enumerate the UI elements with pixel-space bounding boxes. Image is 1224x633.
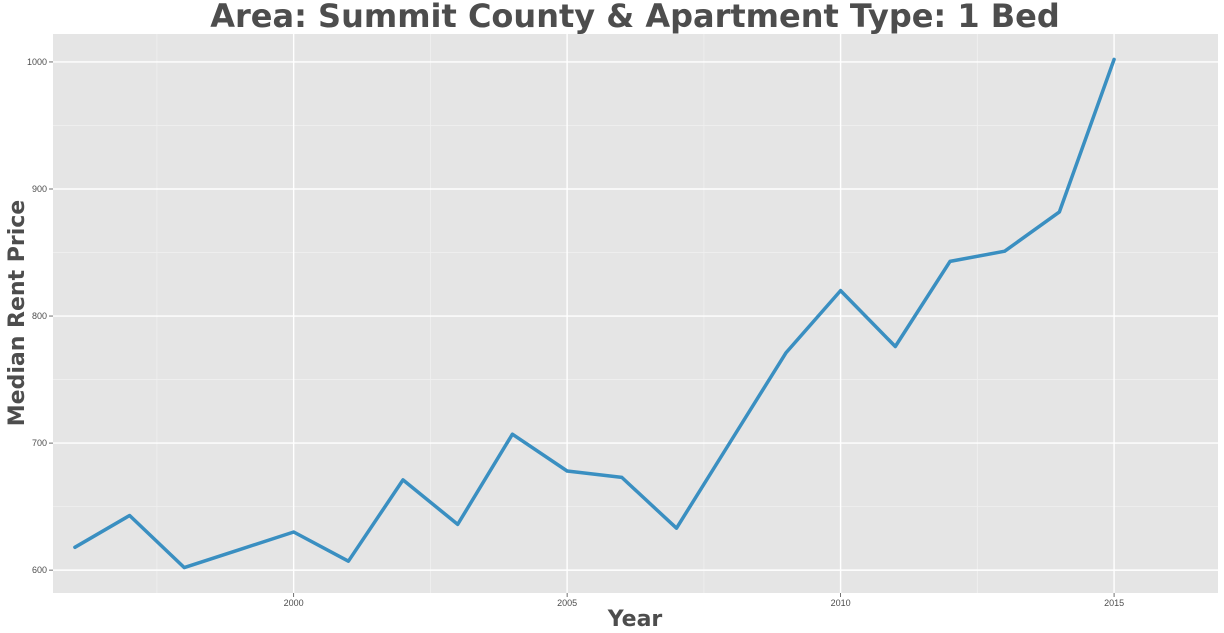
series-layer — [73, 57, 1116, 570]
y-tick-label: 800 — [32, 311, 47, 321]
y-tick-label: 700 — [32, 438, 47, 448]
x-tick-label: 2005 — [557, 598, 577, 608]
y-axis-ticks: 600 700 800 900 1000 — [27, 57, 53, 575]
x-tick-label: 2000 — [284, 598, 304, 608]
x-axis-ticks: 2000 2005 2010 2015 — [284, 593, 1124, 608]
series-line — [73, 57, 1116, 570]
major-grid-lines — [53, 34, 1218, 593]
plot-panel — [53, 34, 1218, 593]
x-tick-label: 2010 — [831, 598, 851, 608]
x-axis-title: Year — [607, 607, 663, 632]
y-axis-title: Median Rent Price — [5, 200, 30, 426]
y-tick-label: 900 — [32, 184, 47, 194]
y-tick-label: 600 — [32, 565, 47, 575]
minor-grid-lines — [53, 34, 1218, 593]
chart-title: Area: Summit County & Apartment Type: 1 … — [210, 0, 1060, 35]
y-tick-label: 1000 — [27, 57, 47, 67]
x-tick-label: 2015 — [1104, 598, 1124, 608]
